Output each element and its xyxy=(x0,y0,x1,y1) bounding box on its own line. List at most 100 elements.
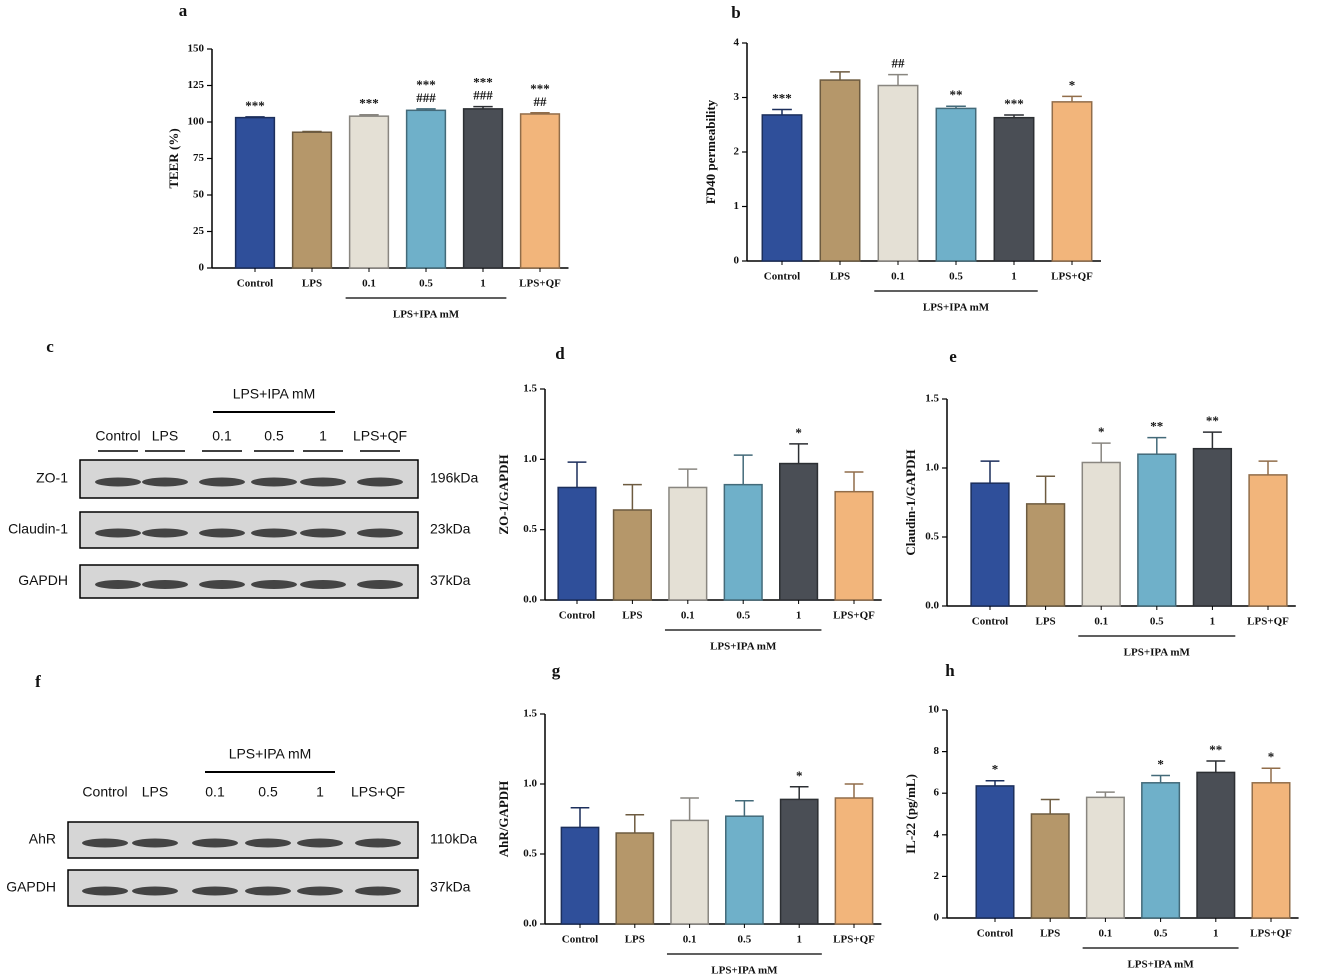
x-tick-label: 0.1 xyxy=(1099,928,1113,940)
significance: ## xyxy=(534,94,548,109)
band xyxy=(132,886,178,896)
lane-label: 0.5 xyxy=(264,428,284,444)
bar xyxy=(1137,453,1177,607)
error-bar xyxy=(1096,791,1115,798)
bar xyxy=(1141,782,1181,919)
x-tick-label: Control xyxy=(562,934,598,946)
panel-label: h xyxy=(945,661,955,680)
band xyxy=(297,838,343,848)
bar xyxy=(935,107,977,262)
panel-label: g xyxy=(552,661,561,680)
blot-strip xyxy=(79,459,419,499)
error-bar xyxy=(625,814,645,833)
y-tick-label: 100 xyxy=(188,116,205,128)
y-tick-label: 1 xyxy=(734,200,740,212)
panel-label: f xyxy=(35,672,41,691)
x-tick-label: LPS xyxy=(1036,616,1056,628)
bar xyxy=(405,109,447,269)
y-tick-label: 50 xyxy=(193,189,205,201)
significance: *** xyxy=(1004,96,1024,111)
y-tick-label: 1.5 xyxy=(925,393,939,405)
bar xyxy=(723,483,763,601)
band xyxy=(82,838,128,848)
bar xyxy=(348,115,390,269)
bar xyxy=(993,116,1035,262)
group-label: LPS+IPA mM xyxy=(1124,647,1191,659)
y-tick-label: 0.5 xyxy=(523,523,537,535)
blot-strip xyxy=(67,869,419,907)
significance: ### xyxy=(473,88,493,103)
x-tick-label: 0.5 xyxy=(419,278,433,290)
band xyxy=(142,580,188,589)
error-bar xyxy=(302,130,322,133)
lane-label: 0.5 xyxy=(258,784,278,800)
x-tick-label: LPS+QF xyxy=(1247,616,1289,628)
x-tick-label: LPS xyxy=(830,271,850,283)
band xyxy=(297,886,343,896)
lane-label: 0.1 xyxy=(205,784,225,800)
y-axis-label: ZO-1/GAPDH xyxy=(496,454,511,534)
error-bar xyxy=(359,113,379,117)
y-tick-label: 3 xyxy=(734,91,740,103)
x-tick-label: 0.5 xyxy=(738,934,752,946)
bar xyxy=(291,131,333,269)
error-bar xyxy=(789,786,809,800)
bar xyxy=(615,832,655,925)
error-bar xyxy=(830,71,850,81)
lane-label: 1 xyxy=(319,428,327,444)
panel-label: b xyxy=(731,3,740,22)
error-bar xyxy=(1258,460,1278,475)
error-bar xyxy=(680,797,699,821)
error-bar xyxy=(946,105,966,109)
error-bar xyxy=(1151,774,1170,783)
significance: *** xyxy=(416,77,436,92)
x-tick-label: 0.1 xyxy=(681,610,695,622)
size-label: 196kDa xyxy=(430,470,478,486)
y-tick-label: 75 xyxy=(193,152,205,164)
y-axis-label: AhR/GAPDH xyxy=(496,781,511,858)
significance: ## xyxy=(892,56,906,71)
blot-strip xyxy=(79,511,419,549)
bar xyxy=(1051,101,1093,262)
band xyxy=(95,477,141,487)
error-bar xyxy=(530,112,550,114)
significance: * xyxy=(795,425,802,440)
band xyxy=(300,580,346,589)
significance: *** xyxy=(772,90,792,105)
band xyxy=(251,580,297,589)
bar xyxy=(834,490,874,601)
significance: ** xyxy=(1206,413,1219,428)
band xyxy=(95,528,141,538)
bar xyxy=(975,785,1015,919)
lane-label: Control xyxy=(82,784,127,800)
x-tick-label: 1 xyxy=(1011,271,1017,283)
error-bar xyxy=(245,116,265,118)
band xyxy=(251,528,297,538)
bar xyxy=(1085,796,1125,919)
bar xyxy=(612,509,652,601)
row-label: AhR xyxy=(29,831,56,847)
x-tick-label: 1 xyxy=(1213,928,1219,940)
significance: * xyxy=(1268,749,1275,764)
bar xyxy=(1196,771,1236,919)
band xyxy=(82,886,128,896)
size-label: 23kDa xyxy=(430,521,471,537)
x-tick-label: LPS xyxy=(625,934,645,946)
band xyxy=(142,528,188,538)
y-tick-label: 0.0 xyxy=(925,600,939,612)
row-label: GAPDH xyxy=(6,879,56,895)
x-tick-label: 0.5 xyxy=(1154,928,1168,940)
y-tick-label: 0.5 xyxy=(925,531,939,543)
x-tick-label: LPS+QF xyxy=(519,278,561,290)
bar xyxy=(557,486,597,601)
size-label: 37kDa xyxy=(430,572,471,588)
x-tick-label: Control xyxy=(977,928,1013,940)
band xyxy=(245,838,291,848)
group-label: LPS+IPA mM xyxy=(229,746,312,762)
bar xyxy=(779,798,819,925)
bar xyxy=(560,826,600,925)
y-tick-label: 150 xyxy=(188,43,205,55)
error-bar xyxy=(1036,475,1056,504)
y-tick-label: 1.0 xyxy=(523,778,537,790)
